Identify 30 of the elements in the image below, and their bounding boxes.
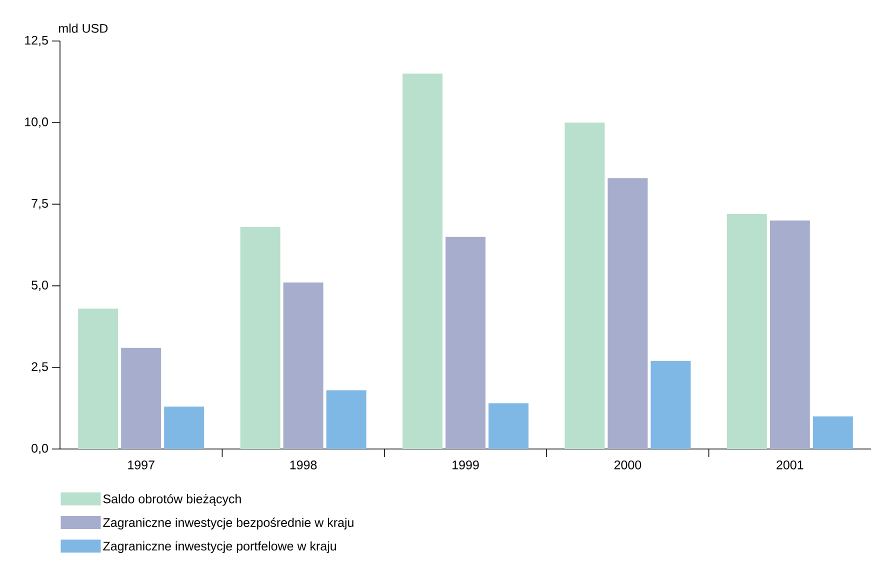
legend-label: Zagraniczne inwestycje bezpośrednie w kraju	[103, 518, 354, 530]
y-axis-title: mld USD	[59, 24, 108, 33]
y-tick-label: 12,5	[25, 36, 48, 46]
bar	[650, 360, 691, 449]
x-tick-label: 2001	[776, 460, 804, 470]
y-tick-label: 5,0	[32, 280, 48, 291]
bar	[564, 122, 605, 449]
x-tick-label: 1997	[128, 460, 154, 470]
bar	[402, 74, 443, 449]
bar	[164, 406, 204, 449]
y-tick-label: 2,5	[32, 362, 48, 373]
bar	[240, 227, 280, 449]
bar	[812, 416, 853, 449]
bar	[121, 348, 162, 449]
y-tick-label: 0,0	[32, 444, 48, 454]
bar	[446, 236, 486, 449]
y-tick-label: 7,5	[32, 199, 48, 210]
x-tick-label: 1999	[452, 460, 479, 470]
x-tick-label: 2000	[614, 460, 642, 470]
y-tick-label: 10,0	[25, 117, 48, 128]
legend-label: Saldo obrotów bieżących	[103, 494, 241, 506]
x-tick-label: 1998	[290, 460, 317, 470]
bar	[608, 178, 648, 449]
bar	[726, 214, 767, 449]
bar	[488, 403, 529, 449]
bar	[770, 220, 810, 449]
bar	[326, 390, 366, 449]
bar	[78, 308, 118, 449]
legend-label: Zagraniczne inwestycje portfelowe w kraju	[103, 541, 336, 554]
bar	[283, 282, 324, 449]
